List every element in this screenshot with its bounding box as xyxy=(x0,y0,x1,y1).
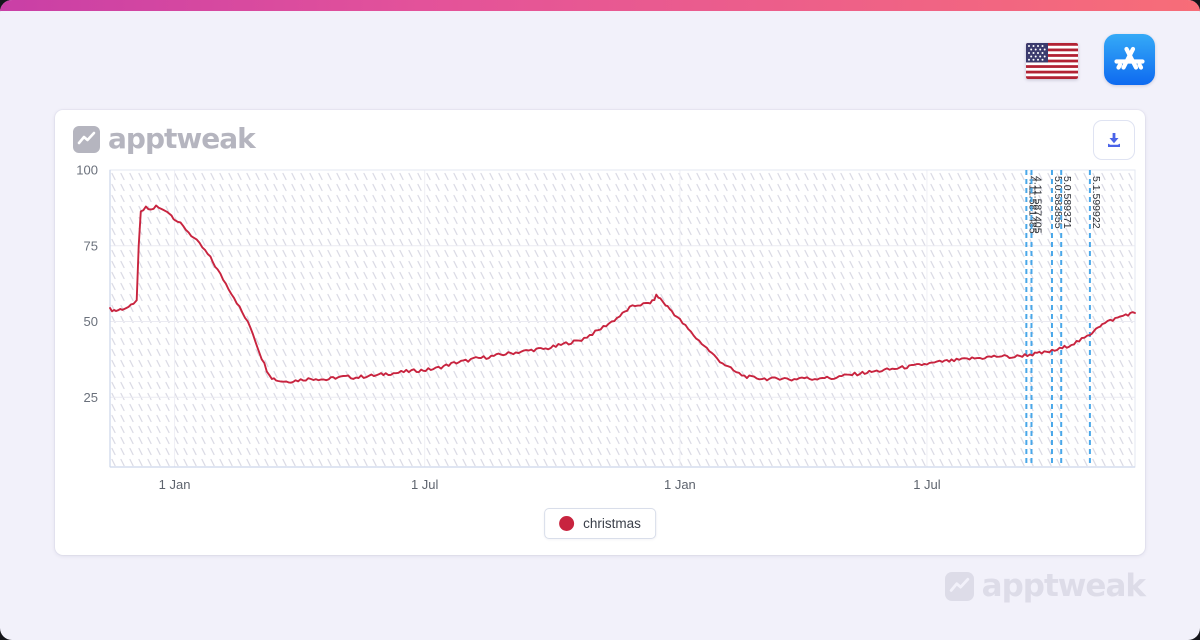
us-flag-icon[interactable] xyxy=(1026,43,1078,79)
version-marker-label: 4.11.581485 xyxy=(1026,176,1038,234)
download-icon xyxy=(1108,133,1120,147)
y-axis-label: 25 xyxy=(84,390,98,405)
x-axis-label: 1 Jan xyxy=(159,477,191,492)
popularity-chart: 25 50 75 100 1 Jan 1 Jul 1 Jan 1 Jul 4.11.581485… xyxy=(55,160,1145,500)
y-axis-label: 100 xyxy=(76,163,98,178)
apptweak-logo: apptweak xyxy=(73,122,256,155)
apptweak-watermark: apptweak xyxy=(944,568,1146,604)
legend-series-dot xyxy=(559,516,575,531)
apptweak-logo-text: apptweak xyxy=(108,122,256,155)
x-axis-label: 1 Jul xyxy=(411,477,439,492)
y-axis-label: 50 xyxy=(84,314,98,329)
app-store-icon[interactable] xyxy=(1104,34,1155,85)
download-button[interactable] xyxy=(1093,120,1135,160)
plot-watermark-pattern xyxy=(110,170,1135,467)
version-marker-label: 5.0.589371 xyxy=(1061,176,1073,229)
x-axis-label: 1 Jul xyxy=(913,477,941,492)
apptweak-chart-icon xyxy=(73,125,100,153)
x-axis-label: 1 Jan xyxy=(664,477,696,492)
top-gradient-bar xyxy=(0,0,1200,11)
chart-legend: christmas xyxy=(544,508,656,539)
version-marker-label: 4.11.587405 xyxy=(1031,176,1043,234)
y-axis-label: 75 xyxy=(84,238,98,253)
watermark-chart-icon xyxy=(944,572,974,601)
version-marker-label: 5.1.599922 xyxy=(1090,176,1102,229)
chart-card: apptweak 25 50 75 100 1 Jan 1 Jul 1 Jan 1 Jul 4.… xyxy=(55,110,1145,555)
series-line-christmas[interactable] xyxy=(109,204,1136,384)
header xyxy=(0,0,1200,100)
watermark-text: apptweak xyxy=(981,568,1146,604)
legend-series-label[interactable]: christmas xyxy=(583,516,641,531)
